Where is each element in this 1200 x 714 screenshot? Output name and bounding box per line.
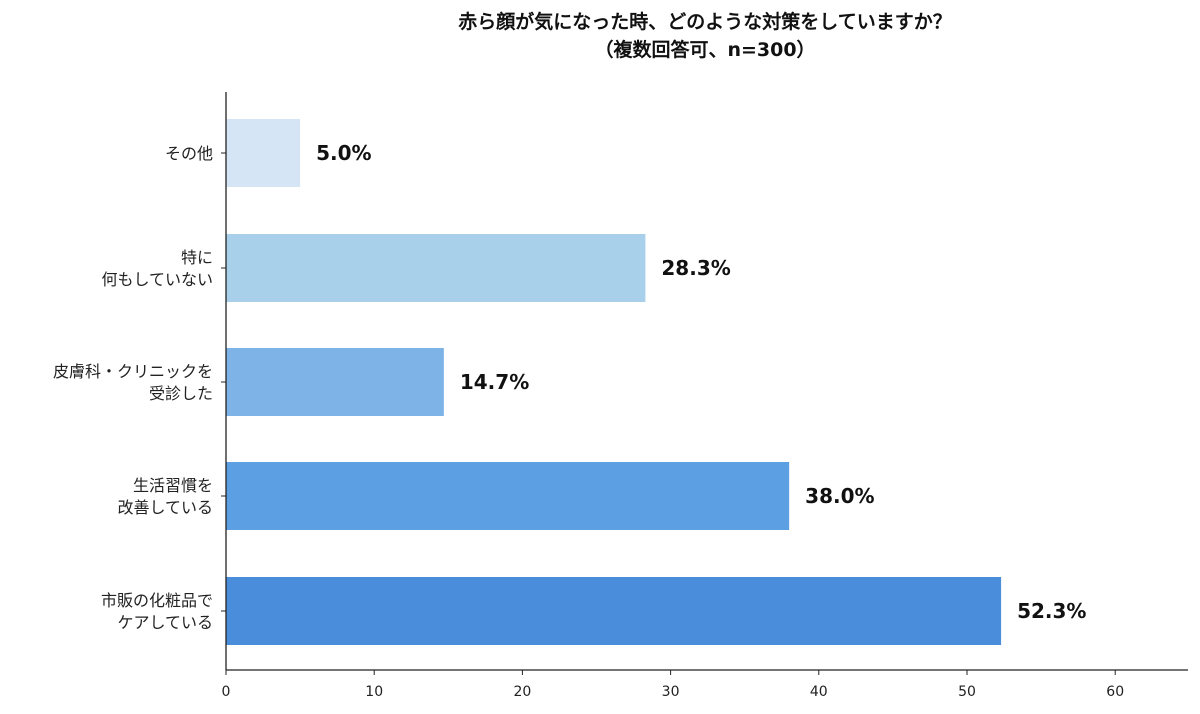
data-label: 38.0% (805, 484, 874, 508)
chart-title: 赤ら顔が気になった時、どのような対策をしていますか？ (458, 10, 951, 33)
category-label: 生活習慣を改善している (117, 476, 213, 517)
category-label: 特に何もしていない (101, 248, 213, 289)
category-label: 市販の化粧品でケアしている (101, 591, 213, 632)
category-label: その他 (165, 144, 213, 163)
bar (226, 348, 444, 416)
bar (226, 577, 1002, 645)
x-tick-label: 20 (513, 684, 531, 700)
data-label: 28.3% (661, 256, 730, 280)
bar (226, 462, 790, 530)
x-tick-label: 0 (222, 684, 231, 700)
bar (226, 119, 301, 187)
x-tick-label: 50 (958, 684, 976, 700)
x-tick-label: 60 (1106, 684, 1124, 700)
x-tick-label: 30 (662, 684, 680, 700)
data-label: 52.3% (1017, 599, 1086, 623)
data-label: 5.0% (316, 141, 371, 165)
data-label: 14.7% (460, 370, 529, 394)
x-tick-label: 40 (810, 684, 828, 700)
category-label: 皮膚科・クリニックを受診した (53, 362, 213, 403)
chart-subtitle: （複数回答可、n=300） (594, 38, 815, 61)
bar (226, 234, 646, 302)
x-tick-label: 10 (365, 684, 383, 700)
